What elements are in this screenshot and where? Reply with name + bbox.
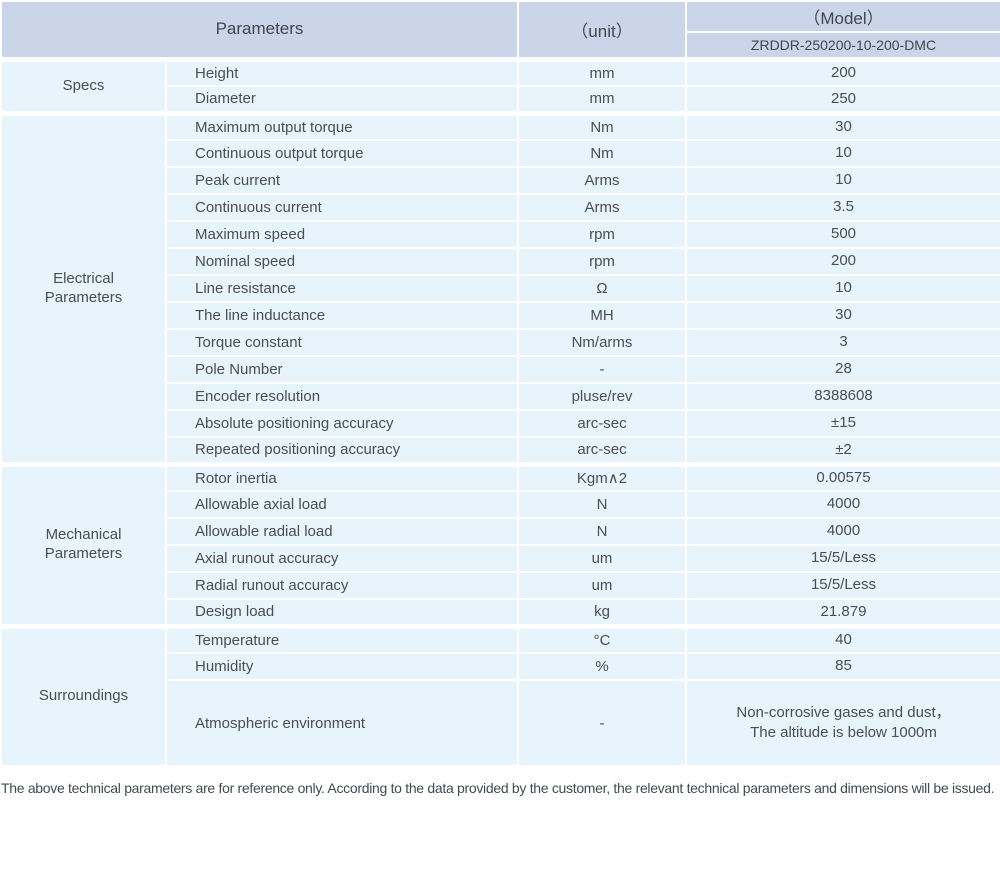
unit-cell: arc-sec: [517, 436, 687, 465]
unit-cell: -: [517, 355, 687, 384]
unit-cell: Arms: [517, 193, 687, 222]
parameter-cell: Nominal speed: [165, 247, 519, 276]
value-cell: 4000: [685, 517, 1000, 546]
unit-cell: rpm: [517, 220, 687, 249]
header-parameters: Parameters: [0, 0, 519, 60]
parameter-cell: Atmospheric environment: [165, 679, 519, 767]
value-cell: 15/5/Less: [685, 571, 1000, 600]
parameter-cell: Design load: [165, 598, 519, 627]
parameter-cell: Temperature: [165, 623, 519, 654]
parameter-cell: Rotor inertia: [165, 461, 519, 492]
value-cell: Non-corrosive gases and dust， The altitu…: [685, 679, 1000, 767]
parameter-cell: Torque constant: [165, 328, 519, 357]
header-unit: （unit）: [517, 0, 687, 60]
parameter-cell: Continuous output torque: [165, 139, 519, 168]
parameter-cell: Continuous current: [165, 193, 519, 222]
value-cell: ±2: [685, 436, 1000, 465]
unit-cell: um: [517, 571, 687, 600]
value-cell: 8388608: [685, 382, 1000, 411]
unit-cell: Arms: [517, 166, 687, 195]
value-cell: 10: [685, 166, 1000, 195]
value-cell: 200: [685, 247, 1000, 276]
parameter-cell: The line inductance: [165, 301, 519, 330]
value-cell: 500: [685, 220, 1000, 249]
parameter-cell: Allowable radial load: [165, 517, 519, 546]
unit-cell: N: [517, 490, 687, 519]
unit-cell: arc-sec: [517, 409, 687, 438]
spec-table: Parameters （unit） （Model） ZRDDR-250200-1…: [0, 0, 1000, 767]
parameter-cell: Axial runout accuracy: [165, 544, 519, 573]
spec-table-body: Specs Height mm 200 Diameter mm 250 Electrical …: [0, 56, 1000, 767]
header-model-number: ZRDDR-250200-10-200-DMC: [685, 31, 1000, 60]
unit-cell: -: [517, 679, 687, 767]
value-cell: 28: [685, 355, 1000, 384]
value-cell: 15/5/Less: [685, 544, 1000, 573]
value-cell: 200: [685, 56, 1000, 87]
parameter-cell: Line resistance: [165, 274, 519, 303]
unit-cell: pluse/rev: [517, 382, 687, 411]
parameter-cell: Encoder resolution: [165, 382, 519, 411]
unit-cell: N: [517, 517, 687, 546]
spec-table-header: Parameters （unit） （Model） ZRDDR-250200-1…: [0, 0, 1000, 60]
group-label-surroundings: Surroundings: [0, 623, 167, 767]
parameter-cell: Absolute positioning accuracy: [165, 409, 519, 438]
unit-cell: rpm: [517, 247, 687, 276]
reference-note: The above technical parameters are for r…: [1, 780, 995, 796]
parameter-cell: Diameter: [165, 85, 519, 114]
value-cell: 40: [685, 623, 1000, 654]
parameter-cell: Repeated positioning accuracy: [165, 436, 519, 465]
unit-cell: MH: [517, 301, 687, 330]
group-label-mechanical-parameters: Mechanical Parameters: [0, 461, 167, 627]
unit-cell: °C: [517, 623, 687, 654]
value-cell: 250: [685, 85, 1000, 114]
parameter-cell: Maximum output torque: [165, 110, 519, 141]
value-cell: 85: [685, 652, 1000, 681]
value-cell: 21.879: [685, 598, 1000, 627]
parameter-cell: Peak current: [165, 166, 519, 195]
unit-cell: um: [517, 544, 687, 573]
value-cell: 4000: [685, 490, 1000, 519]
value-cell: 30: [685, 110, 1000, 141]
group-label-specs: Specs: [0, 56, 167, 114]
parameter-cell: Maximum speed: [165, 220, 519, 249]
value-cell: 3.5: [685, 193, 1000, 222]
value-cell: 10: [685, 274, 1000, 303]
unit-cell: Nm: [517, 139, 687, 168]
unit-cell: mm: [517, 85, 687, 114]
parameter-cell: Radial runout accuracy: [165, 571, 519, 600]
unit-cell: mm: [517, 56, 687, 87]
unit-cell: Kgm∧2: [517, 461, 687, 492]
parameter-cell: Allowable axial load: [165, 490, 519, 519]
unit-cell: Nm: [517, 110, 687, 141]
group-label-electrical-parameters: Electrical Parameters: [0, 110, 167, 465]
parameter-cell: Pole Number: [165, 355, 519, 384]
value-cell: ±15: [685, 409, 1000, 438]
value-cell: 0.00575: [685, 461, 1000, 492]
unit-cell: %: [517, 652, 687, 681]
header-model: （Model）: [685, 0, 1000, 33]
value-cell: 30: [685, 301, 1000, 330]
parameter-cell: Humidity: [165, 652, 519, 681]
value-cell: 10: [685, 139, 1000, 168]
unit-cell: Nm/arms: [517, 328, 687, 357]
unit-cell: kg: [517, 598, 687, 627]
unit-cell: Ω: [517, 274, 687, 303]
value-cell: 3: [685, 328, 1000, 357]
parameter-cell: Height: [165, 56, 519, 87]
spec-sheet: Parameters （unit） （Model） ZRDDR-250200-1…: [0, 0, 1000, 796]
